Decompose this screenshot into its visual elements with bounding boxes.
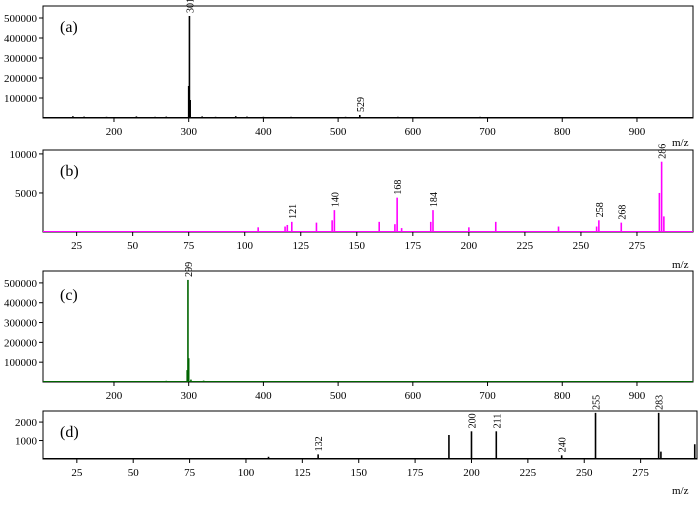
panel-a-peak-label: 529 — [356, 97, 367, 112]
panel-a-x-tick-label: 700 — [479, 126, 496, 138]
panel-c-y-tick-label: 400000 — [4, 298, 38, 310]
panel-a-x-tick-label: 500 — [330, 126, 347, 138]
panel-d-x-tick-label: 150 — [350, 467, 367, 479]
panel-b-peak-label: 286 — [658, 144, 669, 159]
panel-d-peak-labels: 255 283 200 211 132 240 — [314, 395, 666, 452]
panel-c-spectrum: 200 300 400 500 600 700 800 900 100000 200000 3000… — [4, 262, 694, 402]
panel-c-peak-label: 299 — [184, 262, 195, 277]
panel-a-y-tick-label: 200000 — [4, 73, 38, 85]
panel-b-spectrum: 25 50 75 100 125 150 175 200 225 250 275500010000 … — [10, 144, 694, 271]
panel-a-x-tick-label: 300 — [180, 126, 197, 138]
panel-c-y-tick-label: 200000 — [4, 337, 38, 349]
panel-d-peak-label: 211 — [492, 414, 503, 429]
panel-a-spectrum: 200 300 400 500 600 700 800 900 100000 200000 3000… — [4, 0, 694, 149]
panel-b-x-tick-label: 25 — [71, 240, 83, 252]
panel-c-x-tick-label: 400 — [255, 390, 272, 402]
panel-a-y-tick-label: 100000 — [4, 93, 38, 105]
panel-b-peak-label: 184 — [429, 192, 440, 207]
panel-a-y-tick-label: 400000 — [4, 33, 38, 45]
panel-c-peak-labels: 299 — [184, 262, 195, 277]
panel-b-x-tick-label: 100 — [236, 240, 253, 252]
panel-c-x-tick-label: 500 — [330, 390, 347, 402]
panel-b-x-tick-label: 75 — [183, 240, 195, 252]
panel-d-x-tick-label: 275 — [632, 467, 649, 479]
panel-b-peak-label: 140 — [330, 192, 341, 207]
panel-b-y-tick-label: 5000 — [15, 188, 38, 200]
panel-b-peak-labels: 286 168 140 184 121 258 268 — [288, 144, 669, 220]
panel-d-peak-label: 132 — [314, 436, 325, 451]
panel-d-ticks: 25 50 75 100 125 150 175 200 225 250 275 1000 2000 — [15, 417, 649, 479]
panel-c-y-tick-label: 500000 — [4, 278, 38, 290]
panel-b-y-tick-label: 10000 — [10, 149, 38, 161]
panel-b-peaks — [43, 161, 693, 232]
panel-b-peak-label: 168 — [393, 180, 404, 195]
panel-a-label: (a) — [60, 19, 78, 36]
panel-a-x-tick-label: 600 — [405, 126, 422, 138]
panel-c-peaks — [43, 279, 693, 382]
panel-b-x-tick-label: 275 — [629, 240, 646, 252]
panel-d-x-tick-label: 250 — [576, 467, 593, 479]
panel-b-xlabel: m/z — [672, 259, 689, 271]
panel-d-x-tick-label: 50 — [128, 467, 140, 479]
panel-d-xlabel: m/z — [672, 485, 689, 497]
panel-a-y-tick-label: 500000 — [4, 13, 38, 25]
panel-d-x-tick-label: 200 — [463, 467, 480, 479]
panel-d-peak-label: 283 — [655, 395, 666, 410]
panel-a-x-tick-label: 400 — [255, 126, 272, 138]
panel-c-label: (c) — [60, 287, 78, 304]
panel-a-x-tick-label: 800 — [554, 126, 571, 138]
panel-a-peak-label: 301 — [185, 0, 196, 13]
panel-d-peak-label: 200 — [467, 413, 478, 428]
panel-c-x-tick-label: 300 — [180, 390, 197, 402]
panel-a-ticks: 200 300 400 500 600 700 800 900 100000 200000 3000… — [4, 13, 646, 138]
panel-a-frame — [42, 5, 694, 119]
panel-c-ticks: 200 300 400 500 600 700 800 900 100000 200000 3000… — [4, 278, 646, 402]
panel-d-x-tick-label: 25 — [71, 467, 83, 479]
panel-c-x-tick-label: 900 — [629, 390, 646, 402]
panel-a-x-tick-label: 200 — [106, 126, 123, 138]
panel-a-y-tick-label: 300000 — [4, 53, 38, 65]
panel-d-y-tick-label: 1000 — [15, 436, 38, 448]
panel-c-y-tick-label: 100000 — [4, 357, 38, 369]
panel-a-peak-labels: 301 529 — [185, 0, 366, 112]
panel-b-x-tick-label: 225 — [517, 240, 534, 252]
panel-c-x-tick-label: 700 — [479, 390, 496, 402]
panel-d-x-tick-label: 125 — [294, 467, 311, 479]
panel-b-peak-label: 268 — [617, 205, 628, 220]
panel-d-label: (d) — [60, 424, 79, 441]
panel-d-frame — [42, 410, 698, 460]
panel-c-x-tick-label: 800 — [554, 390, 571, 402]
panel-d-y-tick-label: 2000 — [15, 417, 38, 429]
panel-b-peak-label: 258 — [595, 202, 606, 217]
panel-a-xlabel: m/z — [672, 137, 689, 149]
panel-c-x-tick-label: 600 — [405, 390, 422, 402]
panel-a-peaks — [43, 16, 693, 118]
panel-a-x-tick-label: 900 — [629, 126, 646, 138]
panel-b-x-tick-label: 150 — [349, 240, 366, 252]
panel-d-peak-label: 255 — [592, 395, 603, 410]
panel-d-x-tick-label: 225 — [520, 467, 537, 479]
panel-b-label: (b) — [60, 163, 79, 180]
panel-d-spectrum: 25 50 75 100 125 150 175 200 225 250 275 1000 2000 2… — [15, 395, 698, 497]
panel-b-x-tick-label: 200 — [461, 240, 478, 252]
panel-b-x-tick-label: 250 — [573, 240, 590, 252]
panel-d-x-tick-label: 75 — [184, 467, 196, 479]
panel-c-frame — [42, 270, 694, 383]
panel-d-x-tick-label: 175 — [407, 467, 424, 479]
panel-b-x-tick-label: 175 — [405, 240, 422, 252]
panel-c-x-tick-label: 200 — [106, 390, 123, 402]
panel-b-frame — [42, 149, 694, 233]
panel-d-x-tick-label: 100 — [238, 467, 255, 479]
panel-b-ticks: 25 50 75 100 125 150 175 200 225 250 275 5000 10000 — [10, 149, 646, 252]
panel-d-peak-label: 240 — [558, 437, 569, 452]
panel-b-x-tick-label: 50 — [127, 240, 139, 252]
panel-b-x-tick-label: 125 — [293, 240, 310, 252]
panel-d-peaks — [43, 412, 697, 459]
panel-c-y-tick-label: 300000 — [4, 318, 38, 330]
panel-b-peak-label: 121 — [288, 204, 299, 219]
